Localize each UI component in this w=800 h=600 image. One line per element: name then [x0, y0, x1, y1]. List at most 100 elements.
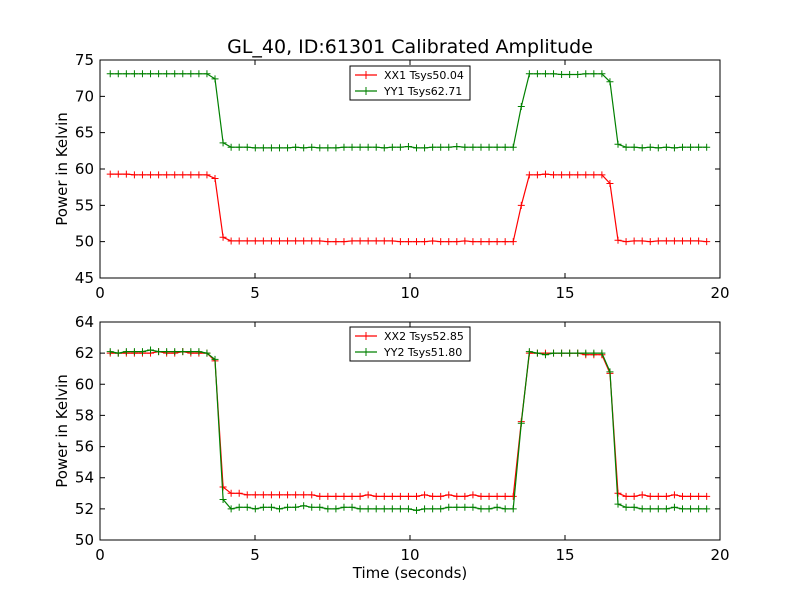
data-point	[622, 492, 630, 500]
data-point	[558, 349, 566, 357]
data-point	[203, 349, 211, 357]
data-point	[695, 143, 703, 151]
data-point	[517, 103, 525, 111]
data-point	[340, 143, 348, 151]
data-point	[187, 171, 195, 179]
data-point	[574, 71, 582, 79]
data-point	[461, 237, 469, 245]
data-point	[243, 491, 251, 499]
data-point	[614, 500, 622, 508]
data-point	[227, 237, 235, 245]
data-point	[622, 238, 630, 246]
data-point	[300, 491, 308, 499]
data-point	[163, 171, 171, 179]
data-point	[670, 144, 678, 152]
data-point	[130, 348, 138, 356]
data-point	[308, 237, 316, 245]
data-point	[493, 238, 501, 246]
data-point	[687, 492, 695, 500]
data-point	[227, 143, 235, 151]
data-point	[227, 489, 235, 497]
data-point	[267, 237, 275, 245]
data-point	[259, 237, 267, 245]
data-point	[308, 143, 316, 151]
data-point	[195, 348, 203, 356]
data-point	[332, 144, 340, 152]
data-point	[421, 144, 429, 152]
data-point	[590, 171, 598, 179]
data-point	[243, 143, 251, 151]
data-point	[590, 70, 598, 78]
data-point	[316, 144, 324, 152]
data-point	[275, 505, 283, 513]
data-point	[179, 70, 187, 78]
y-tick-label: 60	[75, 375, 94, 393]
data-point	[687, 505, 695, 513]
chart-title: GL_40, ID:61301 Calibrated Amplitude	[227, 36, 593, 58]
data-point	[429, 143, 437, 151]
data-point	[356, 237, 364, 245]
data-point	[203, 70, 211, 78]
legend-marker	[362, 332, 370, 340]
data-point	[485, 492, 493, 500]
data-point	[267, 144, 275, 152]
data-point	[469, 238, 477, 246]
data-point	[235, 503, 243, 511]
data-point	[550, 349, 558, 357]
data-point	[469, 491, 477, 499]
data-point	[348, 503, 356, 511]
data-point	[130, 171, 138, 179]
data-point	[445, 238, 453, 246]
data-point	[243, 237, 251, 245]
data-point	[372, 505, 380, 513]
data-point	[662, 492, 670, 500]
data-point	[614, 140, 622, 148]
data-point	[646, 238, 654, 246]
data-point	[461, 492, 469, 500]
data-point	[477, 505, 485, 513]
data-point	[163, 70, 171, 78]
data-point	[316, 503, 324, 511]
data-point	[364, 505, 372, 513]
data-point	[461, 503, 469, 511]
data-point	[388, 505, 396, 513]
data-point	[477, 238, 485, 246]
data-point	[558, 171, 566, 179]
legend-label: YY1 Tsys62.71	[383, 85, 462, 98]
data-point	[703, 505, 711, 513]
data-point	[308, 503, 316, 511]
data-point	[413, 492, 421, 500]
x-tick-label: 15	[555, 284, 574, 302]
series-line-xx2	[110, 350, 707, 497]
data-point	[163, 348, 171, 356]
data-point	[356, 143, 364, 151]
data-point	[292, 503, 300, 511]
data-point	[219, 139, 227, 147]
data-point	[219, 496, 227, 504]
data-point	[259, 503, 267, 511]
data-point	[340, 238, 348, 246]
data-point	[171, 70, 179, 78]
y-tick-label: 58	[75, 406, 94, 424]
data-point	[493, 492, 501, 500]
data-point	[429, 237, 437, 245]
data-point	[509, 505, 517, 513]
data-point	[404, 492, 412, 500]
data-point	[606, 180, 614, 188]
data-point	[678, 505, 686, 513]
data-point	[332, 492, 340, 500]
y-tick-label: 60	[75, 160, 94, 178]
data-point	[235, 489, 243, 497]
y-tick-label: 70	[75, 87, 94, 105]
data-point	[461, 143, 469, 151]
data-point	[235, 143, 243, 151]
data-point	[284, 144, 292, 152]
data-point	[654, 144, 662, 152]
data-point	[429, 492, 437, 500]
data-point	[267, 503, 275, 511]
data-point	[284, 237, 292, 245]
data-point	[541, 170, 549, 178]
data-point	[638, 505, 646, 513]
data-point	[380, 505, 388, 513]
legend-marker	[362, 71, 370, 79]
